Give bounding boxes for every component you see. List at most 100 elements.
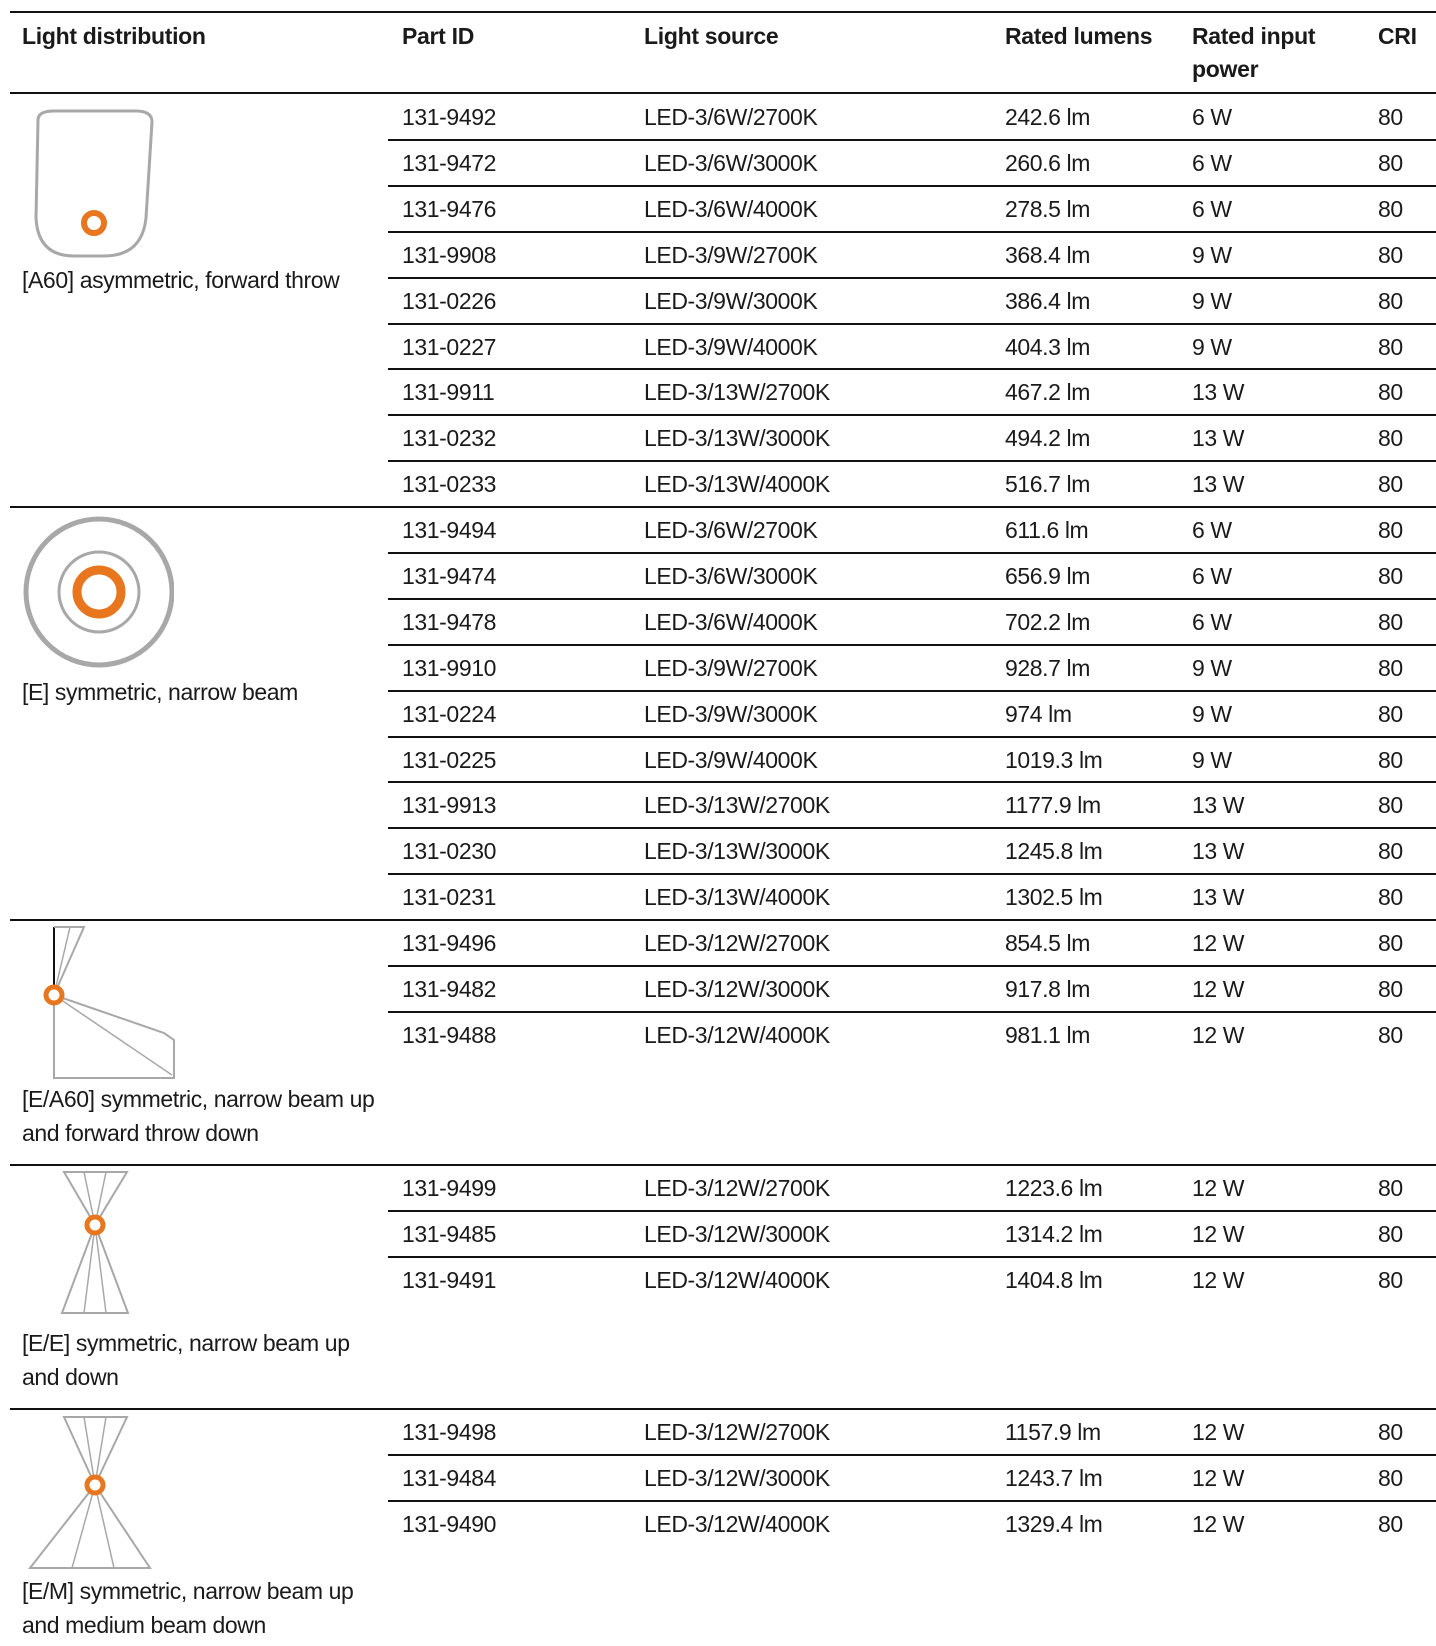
cell-rated-lumens: 368.4 lm: [1005, 242, 1091, 268]
cell-light-source: LED-3/6W/3000K: [644, 150, 818, 176]
cell-rated-input-power: 12 W: [1192, 1221, 1245, 1247]
cell-part-id: 131-9496: [402, 930, 496, 956]
cell-rated-lumens: 656.9 lm: [1005, 563, 1091, 589]
cell-light-source: LED-3/12W/3000K: [644, 976, 830, 1002]
cell-rated-input-power: 12 W: [1192, 1419, 1245, 1445]
group-divider: [10, 1408, 1436, 1410]
cell-cri: 80: [1378, 288, 1403, 314]
row-divider: [388, 598, 1436, 600]
cell-part-id: 131-9491: [402, 1267, 496, 1293]
cell-part-id: 131-0227: [402, 334, 496, 360]
cell-light-source: LED-3/13W/4000K: [644, 884, 830, 910]
cell-rated-lumens: 702.2 lm: [1005, 609, 1091, 635]
cell-part-id: 131-9484: [402, 1465, 496, 1491]
cell-rated-input-power: 6 W: [1192, 104, 1232, 130]
group-divider: [10, 506, 1436, 508]
cell-part-id: 131-9485: [402, 1221, 496, 1247]
cell-cri: 80: [1378, 242, 1403, 268]
header-rated-lumens: Rated lumens: [1005, 23, 1153, 49]
cell-rated-input-power: 6 W: [1192, 150, 1232, 176]
cell-rated-lumens: 1019.3 lm: [1005, 747, 1103, 773]
cell-rated-lumens: 386.4 lm: [1005, 288, 1091, 314]
cell-light-source: LED-3/12W/2700K: [644, 1419, 830, 1445]
row-divider: [388, 965, 1436, 967]
cell-light-source: LED-3/6W/4000K: [644, 196, 818, 222]
cell-rated-lumens: 1314.2 lm: [1005, 1221, 1103, 1247]
cell-cri: 80: [1378, 1511, 1403, 1537]
header-light-distribution: Light distribution: [22, 23, 206, 49]
cell-rated-lumens: 1245.8 lm: [1005, 838, 1103, 864]
cell-part-id: 131-0230: [402, 838, 496, 864]
wall-beam-icon: [14, 925, 184, 1085]
row-divider: [388, 185, 1436, 187]
row-divider: [388, 781, 1436, 783]
cell-rated-lumens: 917.8 lm: [1005, 976, 1091, 1002]
cell-part-id: 131-0225: [402, 747, 496, 773]
cell-rated-lumens: 1177.9 lm: [1005, 792, 1101, 818]
row-divider: [388, 736, 1436, 738]
cell-light-source: LED-3/9W/3000K: [644, 288, 818, 314]
up-down-narrow-icon: [14, 1170, 174, 1320]
row-divider: [388, 644, 1436, 646]
row-divider: [388, 1500, 1436, 1502]
header-rated-input-power: Rated input power: [1192, 23, 1316, 82]
cell-part-id: 131-9910: [402, 655, 496, 681]
row-divider: [388, 1454, 1436, 1456]
cell-rated-lumens: 1223.6 lm: [1005, 1175, 1103, 1201]
row-divider: [388, 460, 1436, 462]
cell-rated-input-power: 9 W: [1192, 334, 1232, 360]
group-divider: [10, 919, 1436, 921]
cell-rated-input-power: 9 W: [1192, 747, 1232, 773]
row-divider: [388, 368, 1436, 370]
group-title: [E/A60] symmetric, narrow beam up and fo…: [22, 1086, 375, 1146]
cell-rated-input-power: 9 W: [1192, 701, 1232, 727]
group-divider: [10, 1164, 1436, 1166]
cell-light-source: LED-3/12W/3000K: [644, 1221, 830, 1247]
cell-rated-input-power: 9 W: [1192, 242, 1232, 268]
cell-cri: 80: [1378, 976, 1403, 1002]
cell-rated-input-power: 13 W: [1192, 838, 1245, 864]
cell-light-source: LED-3/12W/3000K: [644, 1465, 830, 1491]
cell-rated-lumens: 1157.9 lm: [1005, 1419, 1101, 1445]
cell-rated-lumens: 611.6 lm: [1005, 517, 1089, 543]
header-light-source: Light source: [644, 23, 779, 49]
cell-light-source: LED-3/6W/4000K: [644, 609, 818, 635]
cell-rated-lumens: 278.5 lm: [1005, 196, 1091, 222]
cell-part-id: 131-0233: [402, 471, 496, 497]
cell-rated-input-power: 12 W: [1192, 976, 1245, 1002]
cell-light-source: LED-3/6W/2700K: [644, 104, 818, 130]
cell-rated-input-power: 12 W: [1192, 1465, 1245, 1491]
up-narrow-down-medium-icon: [14, 1415, 174, 1575]
cell-cri: 80: [1378, 196, 1403, 222]
cell-cri: 80: [1378, 1465, 1403, 1491]
cell-part-id: 131-9913: [402, 792, 496, 818]
cell-part-id: 131-9474: [402, 563, 496, 589]
cell-rated-lumens: 404.3 lm: [1005, 334, 1091, 360]
cell-rated-lumens: 1329.4 lm: [1005, 1511, 1103, 1537]
cell-rated-input-power: 9 W: [1192, 655, 1232, 681]
row-divider: [388, 827, 1436, 829]
cell-rated-lumens: 1404.8 lm: [1005, 1267, 1103, 1293]
cell-rated-input-power: 13 W: [1192, 792, 1245, 818]
cell-light-source: LED-3/12W/2700K: [644, 1175, 830, 1201]
cell-part-id: 131-9499: [402, 1175, 496, 1201]
cell-part-id: 131-0226: [402, 288, 496, 314]
cell-rated-lumens: 494.2 lm: [1005, 425, 1091, 451]
cell-cri: 80: [1378, 1022, 1403, 1048]
cell-rated-input-power: 12 W: [1192, 1175, 1245, 1201]
row-divider: [388, 231, 1436, 233]
row-divider: [388, 1256, 1436, 1258]
cell-cri: 80: [1378, 1267, 1403, 1293]
cell-rated-lumens: 974 lm: [1005, 701, 1072, 727]
cell-rated-input-power: 6 W: [1192, 609, 1232, 635]
cell-cri: 80: [1378, 334, 1403, 360]
cell-cri: 80: [1378, 1221, 1403, 1247]
group-title: [E/E] symmetric, narrow beam up and down: [22, 1330, 350, 1390]
cell-cri: 80: [1378, 655, 1403, 681]
cell-rated-input-power: 13 W: [1192, 471, 1245, 497]
cell-cri: 80: [1378, 701, 1403, 727]
cell-cri: 80: [1378, 563, 1403, 589]
cell-light-source: LED-3/12W/4000K: [644, 1267, 830, 1293]
row-divider: [388, 1210, 1436, 1212]
cell-part-id: 131-9494: [402, 517, 496, 543]
